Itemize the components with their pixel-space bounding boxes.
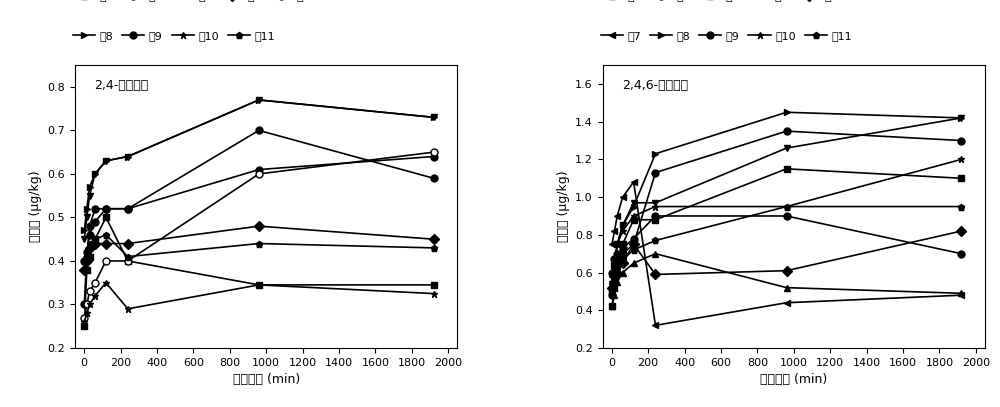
X-axis label: 迁移时间 (min): 迁移时间 (min) [760,373,827,386]
X-axis label: 迁移时间 (min): 迁移时间 (min) [233,373,300,386]
Legend: 朷8, 朷9, 朷10, 朷11: 朷8, 朷9, 朷10, 朷11 [73,31,275,41]
Y-axis label: 迁移量 (μg/kg): 迁移量 (μg/kg) [29,171,42,242]
Y-axis label: 迁移量 (μg/kg): 迁移量 (μg/kg) [557,171,570,242]
Text: 2,4,6-三氯苯酚: 2,4,6-三氯苯酚 [622,79,688,92]
Text: 2,4-二氯苯酚: 2,4-二氯苯酚 [94,79,148,92]
Legend: 朷7, 朷8, 朷9, 朷10, 朷11: 朷7, 朷8, 朷9, 朷10, 朷11 [601,31,852,41]
